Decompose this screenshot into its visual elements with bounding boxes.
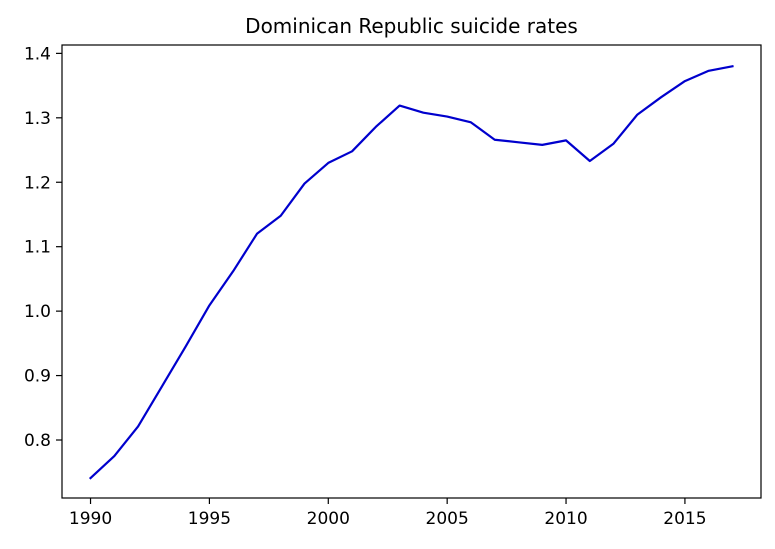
- x-tick-label-2000: 2000: [307, 509, 350, 529]
- axes: 1990 1995 2000 2005 2010 2015 0.8 0.9 1.0 1.1 1.2 1…: [24, 44, 762, 529]
- x-tick-label-1995: 1995: [188, 509, 231, 529]
- y-tick-label-0.9: 0.9: [24, 367, 51, 387]
- y-tick-label-1.4: 1.4: [24, 44, 51, 64]
- x-tick-label-2010: 2010: [544, 509, 587, 529]
- y-tick-label-1.3: 1.3: [24, 109, 51, 129]
- series-line-0: [88, 64, 734, 480]
- y-tick-label-1.1: 1.1: [24, 238, 51, 258]
- chart-title: Dominican Republic suicide rates: [245, 14, 578, 38]
- x-tick-label-2015: 2015: [663, 509, 706, 529]
- plot-area: [88, 64, 734, 480]
- axes-frame: [61, 44, 762, 499]
- y-tick-label-1.0: 1.0: [24, 302, 51, 322]
- y-tick-label-1.2: 1.2: [24, 173, 51, 193]
- y-tick-label-0.8: 0.8: [24, 431, 51, 451]
- x-tick-label-2005: 2005: [426, 509, 469, 529]
- x-tick-label-1990: 1990: [69, 509, 112, 529]
